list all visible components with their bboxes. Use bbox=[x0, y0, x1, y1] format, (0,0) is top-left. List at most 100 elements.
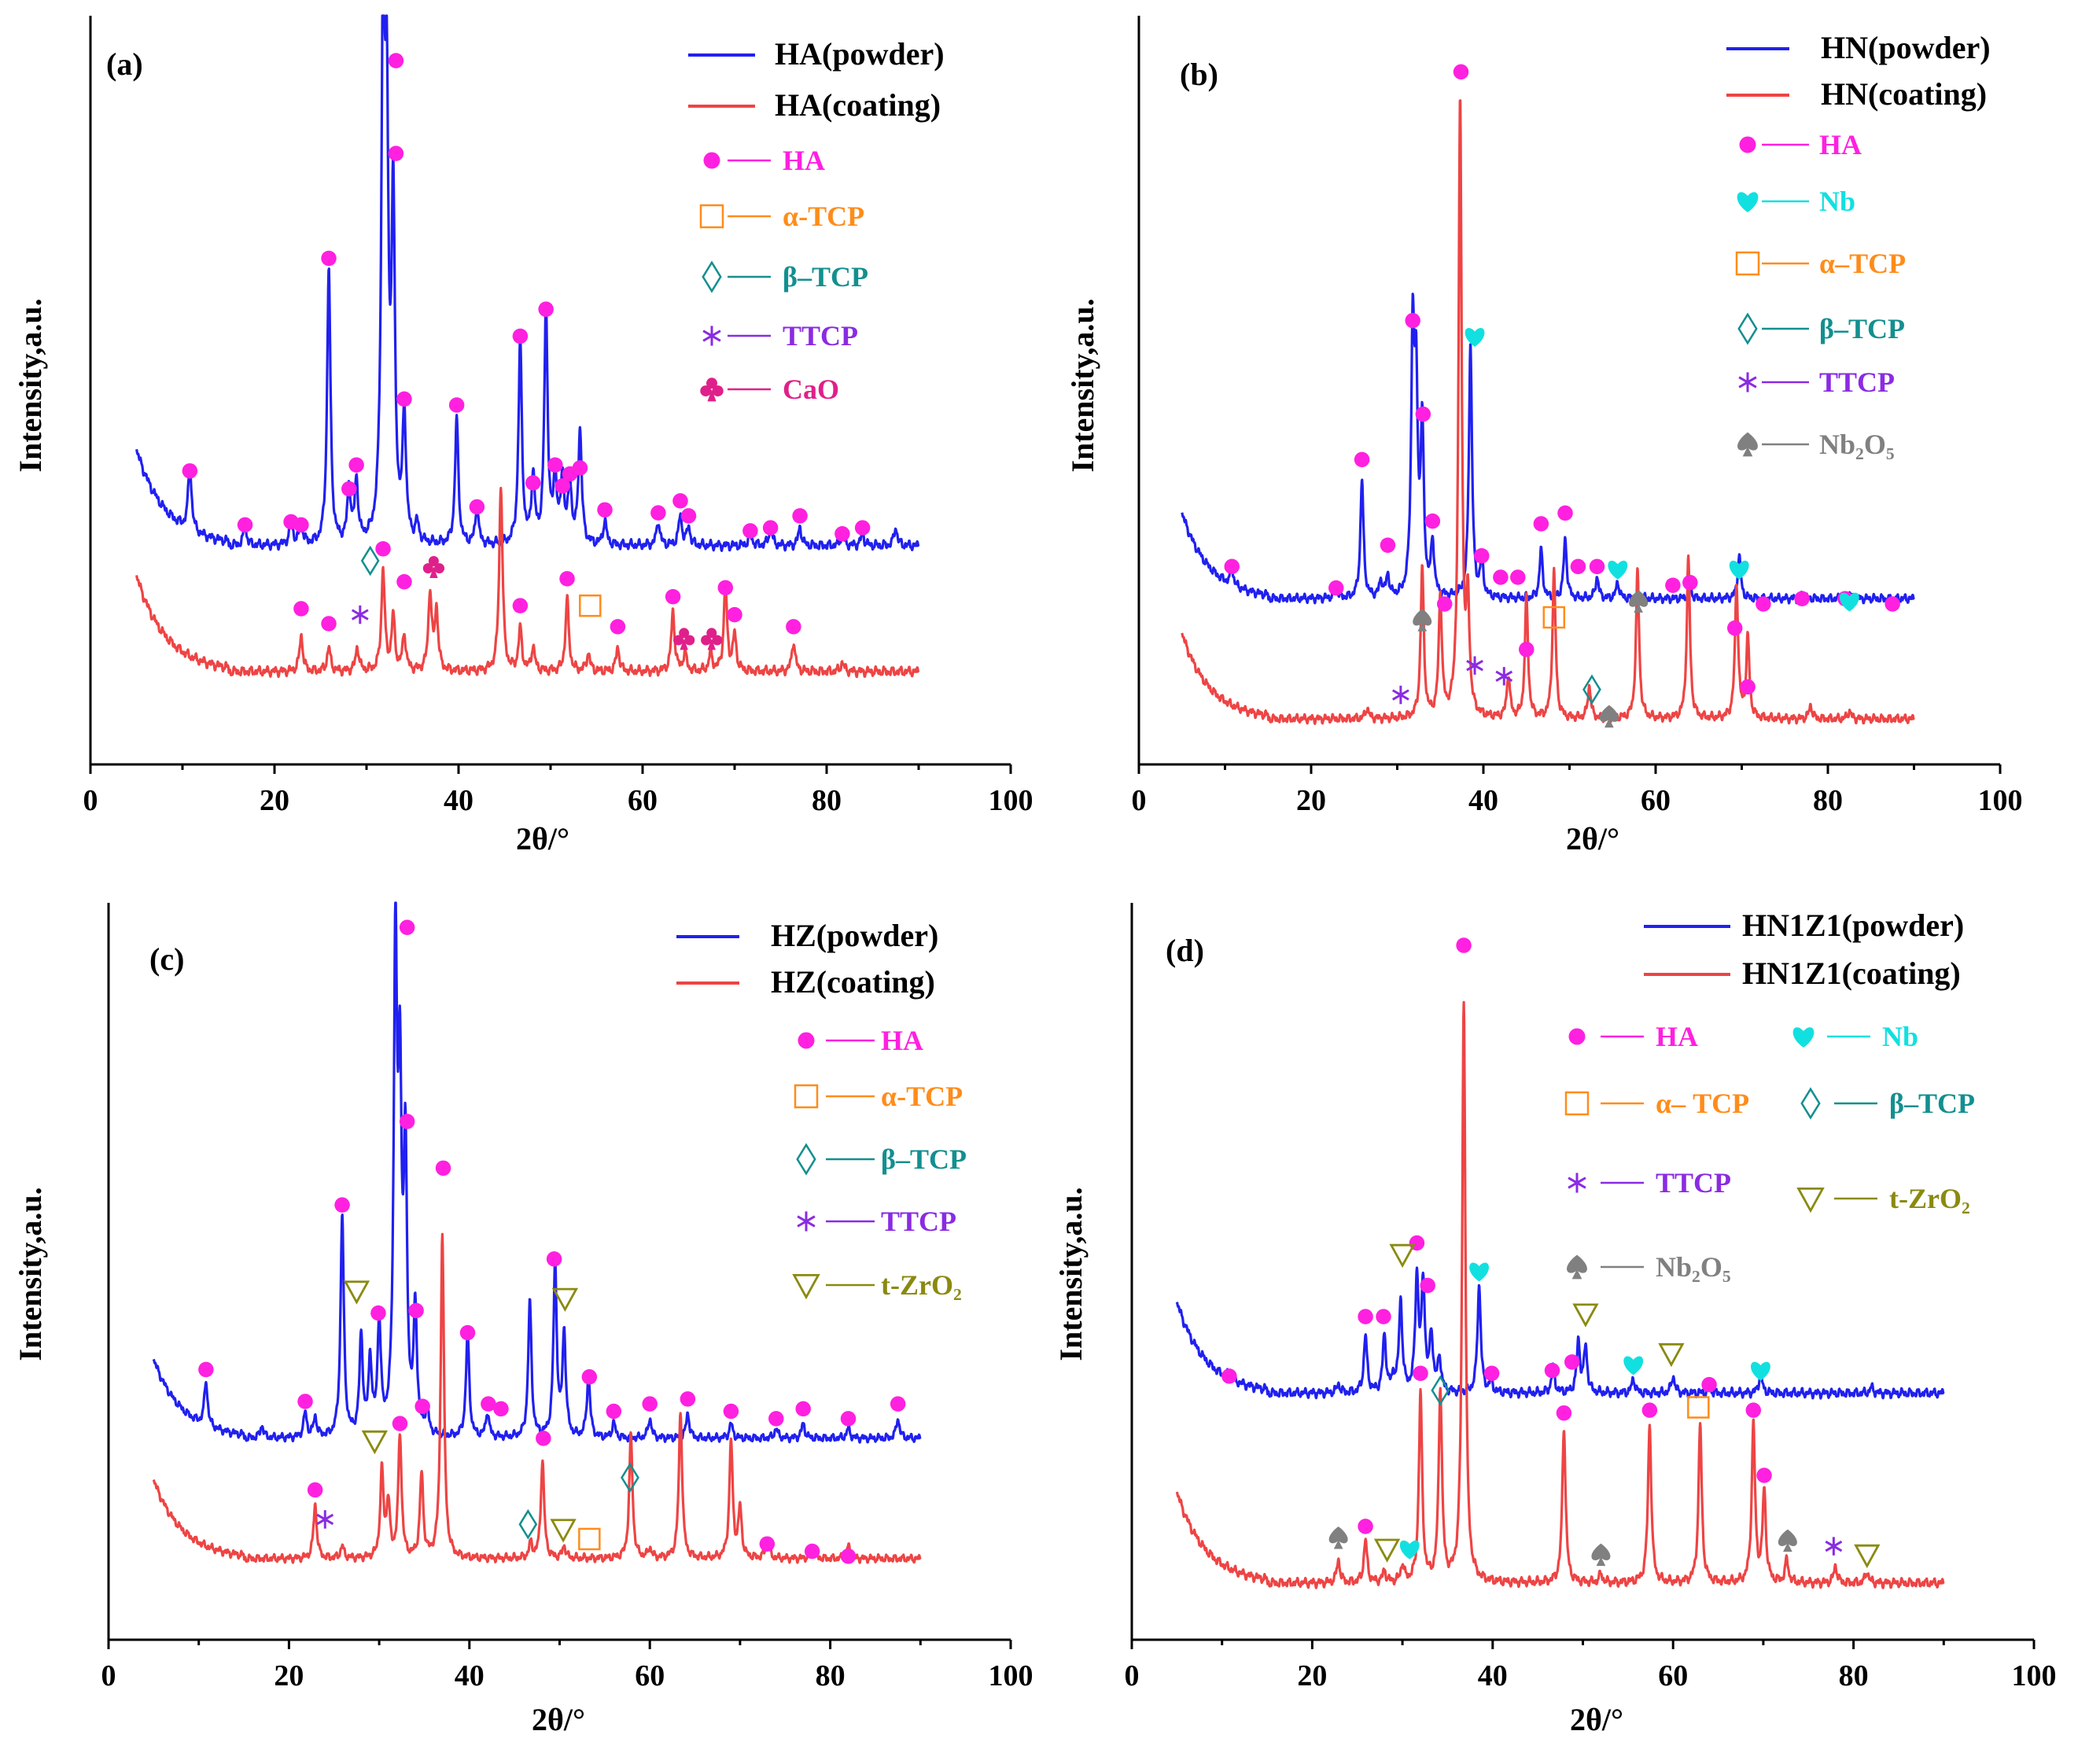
peak-marker-ha bbox=[396, 573, 412, 590]
peak-marker-ha bbox=[1740, 679, 1756, 695]
peak-marker-ha bbox=[396, 391, 412, 407]
peak-marker-ha bbox=[854, 520, 871, 536]
peak-marker-beta-tcp bbox=[1431, 1375, 1450, 1406]
peak-marker-ha bbox=[399, 1114, 415, 1129]
peak-marker-ha bbox=[1885, 596, 1900, 612]
peak-marker-ha bbox=[307, 1482, 323, 1498]
x-tick-label: 0 bbox=[1132, 784, 1147, 817]
peak-marker-ha bbox=[546, 1251, 562, 1267]
phase-legend-label: CaO bbox=[783, 374, 839, 405]
x-tick-label: 0 bbox=[101, 1659, 116, 1692]
peak-marker-ha bbox=[1415, 406, 1431, 422]
peak-marker-ha bbox=[597, 502, 613, 518]
peak-marker-ha bbox=[469, 499, 485, 515]
chart-panel-c: 0 20 40 60 80 100 2θ/° Intensity,a.u. (c) HZ(powd… bbox=[13, 901, 1033, 1737]
x-tick-label: 20 bbox=[1297, 1659, 1327, 1692]
peak-marker-ha bbox=[334, 1197, 350, 1213]
legend-ha-icon bbox=[703, 152, 720, 169]
peak-marker-ha bbox=[525, 475, 541, 491]
peak-marker-ha bbox=[1358, 1519, 1373, 1534]
peak-marker-ha bbox=[581, 1369, 598, 1385]
peak-marker-ha bbox=[1701, 1376, 1717, 1393]
peak-marker-alpha-tcp bbox=[1687, 1396, 1710, 1419]
y-axis-title: Intensity,a.u. bbox=[1065, 298, 1100, 472]
chart-panel-d: 0 20 40 60 80 100 2θ/° Intensity,a.u. (d) HN1Z1(p… bbox=[1053, 903, 2057, 1737]
phase-legend-label: β–TCP bbox=[1889, 1088, 1975, 1119]
peak-marker-ha bbox=[547, 457, 563, 473]
peak-marker-ha bbox=[554, 478, 570, 494]
peak-marker-ha bbox=[1556, 1405, 1572, 1421]
phase-legend-label: HA bbox=[1819, 129, 1862, 160]
peak-marker-ha bbox=[642, 1396, 658, 1412]
legend-ha-icon bbox=[1568, 1028, 1586, 1045]
peak-marker-beta-tcp bbox=[518, 1508, 538, 1540]
peak-marker-ha bbox=[1493, 569, 1509, 585]
peak-marker-ha bbox=[1474, 548, 1490, 564]
peak-marker-ha bbox=[610, 619, 626, 635]
legend-label: HN1Z1(coating) bbox=[1742, 956, 1961, 991]
peak-marker-ha bbox=[1564, 1354, 1580, 1370]
phase-legend-label: TTCP bbox=[1656, 1167, 1731, 1199]
x-axis-title: 2θ/° bbox=[1566, 821, 1619, 856]
peak-marker-ha bbox=[1570, 558, 1586, 575]
peak-marker-ha bbox=[297, 1394, 313, 1409]
peak-marker-cao bbox=[673, 628, 695, 650]
x-tick-label: 80 bbox=[1839, 1659, 1869, 1692]
legend-alpha-tcp-icon bbox=[1564, 1091, 1590, 1116]
legend-nb2o5-icon bbox=[1567, 1254, 1587, 1280]
peak-marker-ha bbox=[1328, 580, 1344, 596]
peak-marker-ha bbox=[727, 606, 742, 623]
phase-legend-label: β–TCP bbox=[881, 1143, 967, 1175]
peak-marker-ha bbox=[321, 616, 337, 632]
peak-marker-ha bbox=[435, 1160, 451, 1177]
peak-marker-ha bbox=[1557, 505, 1573, 521]
peak-marker-ha bbox=[237, 517, 253, 533]
legend-t-zro2-icon bbox=[792, 1274, 820, 1300]
peak-marker-ha bbox=[680, 508, 697, 524]
peak-marker-ha bbox=[293, 517, 309, 533]
peak-marker-ttcp bbox=[1825, 1537, 1843, 1556]
peak-marker-ha bbox=[375, 541, 391, 557]
x-tick-label: 40 bbox=[1468, 784, 1498, 817]
peak-marker-ha bbox=[321, 250, 337, 267]
phase-legend-label: HA bbox=[783, 145, 825, 176]
peak-marker-ha bbox=[1682, 575, 1698, 591]
peak-marker-ha bbox=[723, 1403, 739, 1420]
peak-marker-ha bbox=[1756, 596, 1771, 612]
x-tick-label: 20 bbox=[260, 784, 289, 817]
peak-marker-ha bbox=[717, 580, 734, 596]
panel-label: (c) bbox=[149, 941, 184, 977]
peak-marker-t-zro2 bbox=[550, 1519, 577, 1543]
peak-marker-ha bbox=[341, 481, 357, 497]
panel-label: (b) bbox=[1180, 57, 1218, 92]
x-tick-label: 80 bbox=[816, 1659, 846, 1692]
panel-label: (d) bbox=[1166, 933, 1204, 968]
peak-marker-nb bbox=[1469, 1262, 1490, 1282]
peak-marker-ha bbox=[512, 328, 529, 344]
peak-marker-nb bbox=[1465, 328, 1485, 347]
peak-marker-nb2o5 bbox=[1599, 705, 1619, 728]
peak-marker-ha bbox=[1510, 569, 1526, 585]
peak-marker-t-zro2 bbox=[1572, 1303, 1599, 1328]
peak-marker-ha bbox=[672, 493, 688, 509]
peak-marker-ha bbox=[1221, 1368, 1237, 1384]
peak-marker-nb bbox=[1751, 1361, 1770, 1381]
peak-marker-ha bbox=[1665, 577, 1681, 593]
phase-legend-label: α–TCP bbox=[1819, 248, 1906, 279]
phase-legend-label: α– TCP bbox=[1656, 1088, 1749, 1119]
x-tick-label: 40 bbox=[444, 784, 473, 817]
peak-marker-nb bbox=[1729, 560, 1749, 580]
peak-marker-beta-tcp bbox=[621, 1462, 639, 1493]
legend-label: HN(coating) bbox=[1821, 76, 1987, 112]
peak-marker-ha bbox=[1456, 937, 1472, 953]
phase-legend-label: β–TCP bbox=[1819, 313, 1905, 344]
xrd-trace-powder bbox=[1175, 1266, 1945, 1400]
peak-marker-ha bbox=[1380, 537, 1396, 553]
peak-marker-ha bbox=[559, 571, 575, 587]
legend-nb-icon bbox=[1737, 192, 1759, 212]
peak-marker-t-zro2 bbox=[551, 1287, 579, 1313]
peak-marker-ha bbox=[399, 919, 415, 935]
peak-marker-ha bbox=[606, 1403, 622, 1420]
peak-marker-ha bbox=[1756, 1468, 1772, 1483]
x-tick-label: 100 bbox=[989, 1659, 1033, 1692]
